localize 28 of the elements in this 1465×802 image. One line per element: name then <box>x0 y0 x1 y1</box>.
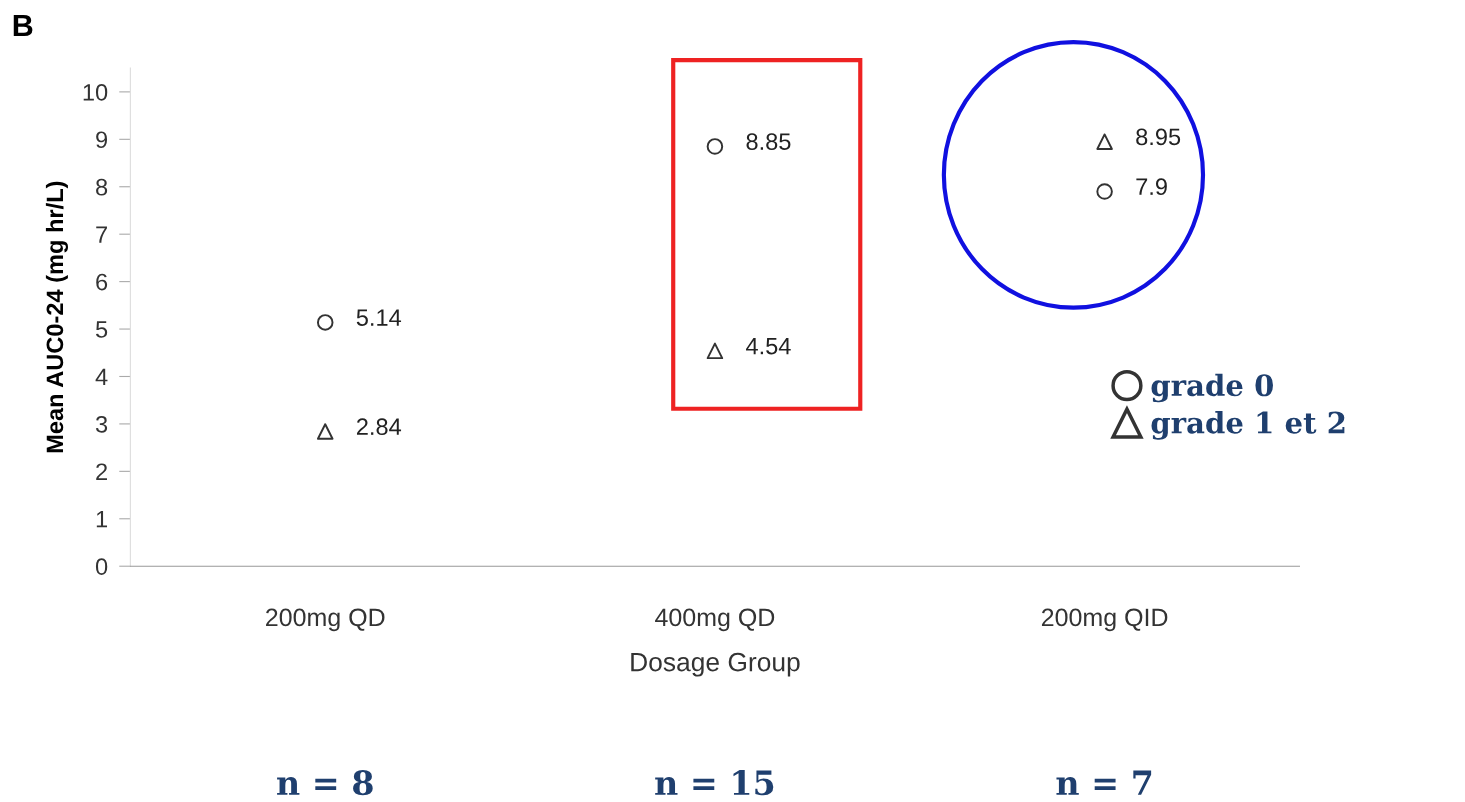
y-tick-label: 3 <box>95 415 108 433</box>
data-label: 8.85 <box>746 133 791 150</box>
y-tick-label: 4 <box>95 368 108 386</box>
y-tick-label: 5 <box>95 321 108 338</box>
legend-label: grade 1 et 2 <box>1151 411 1345 440</box>
data-label: 7.9 <box>1136 178 1167 196</box>
y-tick-label: 8 <box>96 178 108 196</box>
data-label: 2.84 <box>356 418 402 436</box>
x-tick-label: 400mg QD <box>655 608 775 632</box>
x-tick-label: 200mg QID <box>1041 608 1168 632</box>
y-axis-title: Mean AUC0-24 (mg hr/L) <box>45 181 69 453</box>
y-tick-label: 10 <box>83 83 108 101</box>
data-label: 4.54 <box>746 337 791 355</box>
text: n = 7 <box>1056 770 1152 795</box>
data-label: 5.14 <box>356 309 402 326</box>
y-tick-label: 2 <box>96 463 107 480</box>
legend-label: grade 0 <box>1151 373 1273 403</box>
text: n = 15 <box>655 770 774 796</box>
x-axis-title: Dosage Group <box>631 652 800 677</box>
y-tick-label: 0 <box>95 558 108 575</box>
y-tick-label: 1 <box>96 511 108 528</box>
text: n = 8 <box>277 770 373 796</box>
data-label: 8.95 <box>1136 128 1181 146</box>
y-tick-label: 6 <box>96 273 108 291</box>
y-tick-label: 9 <box>96 131 108 149</box>
x-tick-label: 200mg QD <box>266 608 385 632</box>
y-tick-label: 7 <box>96 226 107 243</box>
text: B <box>13 14 33 36</box>
